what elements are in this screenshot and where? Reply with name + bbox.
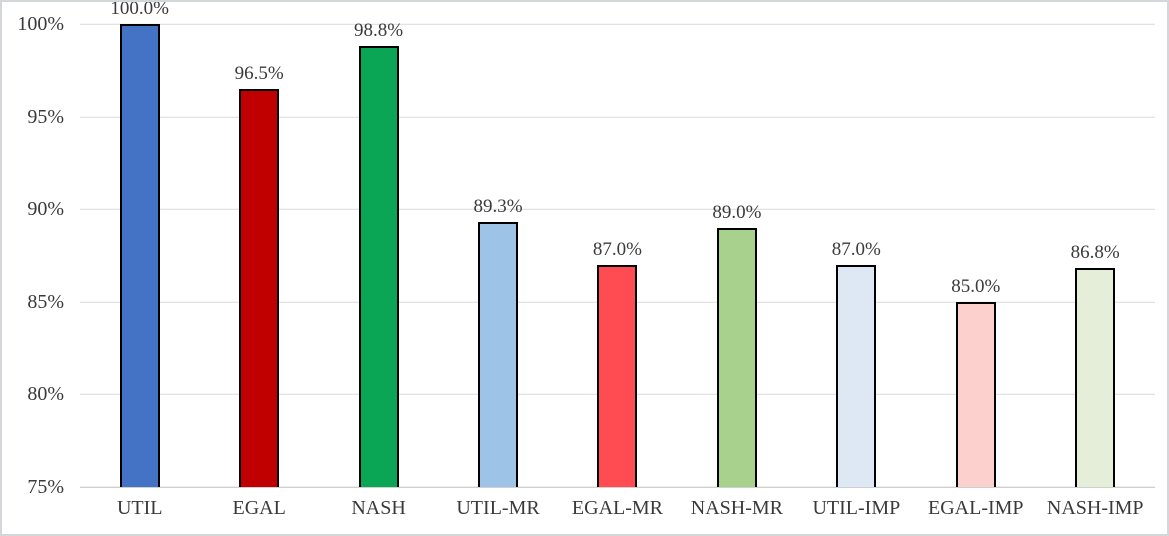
plot-area: 75% 80% 85% 90% 95% 100% 100.0% UTIL 96.5% EGAL 9… — [17, 2, 1155, 518]
gridline-75 — [80, 486, 1155, 488]
gridline-90 — [80, 208, 1155, 210]
y-tick-label-90: 90% — [27, 198, 64, 221]
bar-NASH-IMP — [1075, 268, 1116, 487]
x-category-label-UTIL: UTIL — [116, 497, 163, 519]
bar-slot-NASH-IMP: 86.8% NASH-IMP — [1036, 24, 1155, 518]
bar-slot-UTIL-MR: 89.3% UTIL-MR — [438, 24, 557, 518]
bar-NASH — [358, 46, 399, 487]
x-category-label-UTIL-IMP: UTIL-IMP — [812, 497, 901, 519]
bar-EGAL-IMP — [955, 301, 996, 487]
bar-EGAL — [239, 88, 280, 487]
value-label-NASH-IMP: 86.8% — [1070, 242, 1120, 264]
y-tick-label-80: 80% — [27, 383, 64, 406]
value-label-EGAL-MR: 87.0% — [592, 238, 643, 260]
x-category-label-EGAL-MR: EGAL-MR — [571, 497, 664, 519]
bar-slot-NASH-MR: 89.0% NASH-MR — [677, 24, 796, 518]
value-label-EGAL: 96.5% — [234, 62, 284, 84]
value-label-EGAL-IMP: 85.0% — [951, 275, 1001, 297]
x-category-label-NASH-MR: NASH-MR — [690, 497, 784, 519]
bar-EGAL-MR — [597, 264, 638, 487]
x-category-label-EGAL-IMP: EGAL-IMP — [928, 497, 1024, 519]
bar-UTIL-MR — [478, 222, 519, 487]
x-category-label-NASH: NASH — [351, 497, 406, 519]
y-tick-label-75: 75% — [27, 476, 64, 498]
bars-container: 100.0% UTIL 96.5% EGAL 98.8% NASH 89.3% UTIL-MR… — [80, 2, 1155, 518]
bar-slot-NASH: 98.8% NASH — [319, 20, 438, 518]
value-label-UTIL-IMP: 87.0% — [831, 238, 881, 260]
bar-slot-EGAL-MR: 87.0% EGAL-MR — [558, 24, 677, 518]
y-tick-label-100: 100% — [17, 13, 64, 35]
bar-slot-UTIL-IMP: 87.0% UTIL-IMP — [797, 24, 916, 518]
value-label-NASH-MR: 89.0% — [712, 201, 762, 223]
gridline-100 — [80, 23, 1155, 25]
value-label-UTIL-MR: 89.3% — [473, 196, 523, 218]
bar-slot-UTIL: 100.0% UTIL — [80, 2, 199, 518]
y-tick-label-95: 95% — [27, 105, 64, 128]
bar-slot-EGAL: 96.5% EGAL — [199, 24, 318, 518]
value-label-NASH: 98.8% — [354, 20, 404, 42]
bar-UTIL — [119, 24, 160, 487]
bar-slot-EGAL-IMP: 85.0% EGAL-IMP — [916, 24, 1035, 518]
y-tick-label-85: 85% — [27, 290, 64, 313]
x-category-label-UTIL-MR: UTIL-MR — [456, 497, 540, 519]
bar-NASH-MR — [716, 227, 757, 487]
bar-UTIL-IMP — [836, 264, 877, 487]
x-category-label-EGAL: EGAL — [232, 497, 286, 519]
gridline-95 — [80, 116, 1155, 118]
value-label-UTIL: 100.0% — [110, 0, 170, 19]
x-category-label-NASH-IMP: NASH-IMP — [1046, 497, 1144, 519]
